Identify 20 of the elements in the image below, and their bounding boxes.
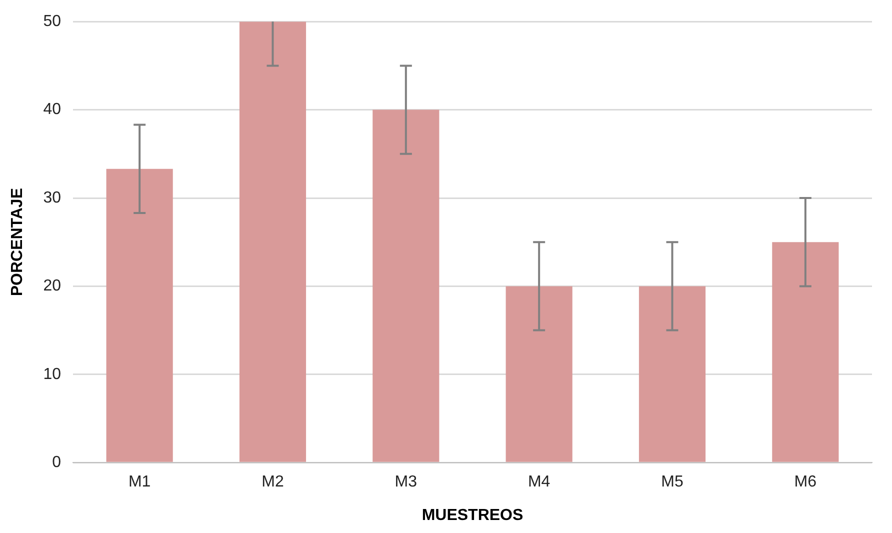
bar: [372, 110, 440, 462]
y-tick-label: 20: [43, 278, 62, 295]
bar: [638, 286, 706, 462]
bar: [506, 286, 572, 462]
y-tick-label: 10: [43, 366, 62, 383]
y-axis-title: PORCENTAJE: [9, 188, 26, 296]
x-axis-title: MUESTREOS: [422, 506, 524, 524]
y-tick-label: 50: [43, 13, 62, 30]
x-tick-label: M6: [794, 474, 817, 491]
y-tick-label: 40: [43, 101, 62, 118]
x-tick-label: M2: [262, 474, 284, 491]
y-tick-label: 0: [52, 454, 62, 472]
bar: [239, 22, 306, 462]
x-tick-label: M4: [528, 474, 550, 491]
bar: [772, 242, 839, 462]
x-tick-label: M3: [394, 474, 418, 491]
x-tick-label: M5: [661, 474, 684, 491]
y-tick-label: 30: [43, 189, 62, 206]
bar: [106, 168, 173, 462]
x-tick-label: M1: [128, 474, 151, 491]
